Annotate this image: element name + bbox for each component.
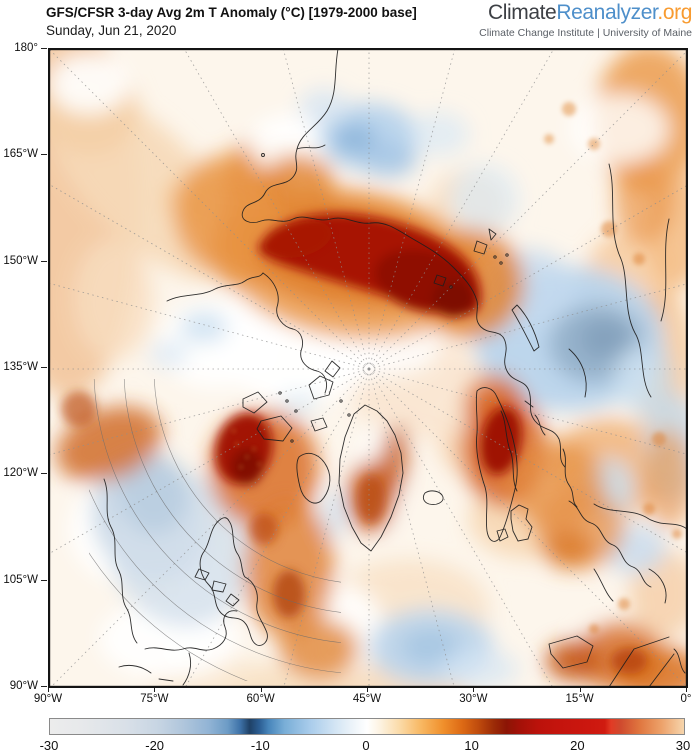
colorbar-tick-label: -30	[39, 738, 59, 753]
anomaly-map	[48, 48, 688, 688]
x-axis-label: 30°W	[459, 693, 488, 705]
x-axis-label: 60°W	[246, 693, 275, 705]
russia-border	[608, 163, 652, 398]
x-axis-label: 75°W	[140, 693, 169, 705]
meridian-line	[368, 368, 455, 687]
map-frame-border	[49, 49, 687, 687]
y-axis-label: 135°W	[3, 361, 38, 373]
x-axis-tick	[686, 688, 687, 692]
anomaly-core-layer	[61, 213, 647, 674]
logo-word-org: .org	[657, 1, 692, 24]
map-date: Sunday, Jun 21, 2020	[46, 23, 177, 38]
alaska-coast	[166, 272, 264, 302]
meridian-line	[368, 368, 687, 554]
x-axis-label: 45°W	[352, 693, 382, 705]
meridian-line	[368, 49, 555, 370]
y-axis-label: 90°W	[9, 680, 38, 692]
colorbar-tick-label: 20	[570, 738, 585, 753]
hudson-bay-coast	[199, 517, 268, 646]
y-axis-tick	[41, 473, 47, 475]
texture-speckle-layer	[232, 102, 682, 634]
meridian-line	[368, 368, 687, 455]
coastline-layer	[103, 49, 687, 687]
x-axis-label: 0°	[680, 693, 692, 705]
meridian-line	[49, 49, 370, 370]
y-axis-tick	[41, 686, 47, 687]
y-axis-tick	[41, 579, 47, 581]
x-axis-tick	[260, 688, 262, 692]
y-axis-tick	[41, 367, 47, 368]
meridian-line	[368, 368, 687, 687]
meridian-line	[368, 368, 554, 687]
x-axis-tick	[48, 688, 49, 692]
x-axis-label: 90°W	[33, 693, 63, 705]
scandinavia-heat-core	[480, 407, 522, 475]
colorbar-tick-label: 0	[362, 738, 370, 753]
iceland-coast	[422, 490, 444, 505]
map-title: GFS/CFSR 3-day Avg 2m T Anomaly (°C) [19…	[46, 5, 417, 20]
site-logo-text[interactable]: ClimateReanalyzer.org	[479, 1, 692, 25]
meridian-line	[368, 49, 456, 370]
anomaly-colorbar	[49, 718, 685, 735]
colorbar-tick-label: 30	[675, 738, 691, 753]
scandinavia-coast	[475, 387, 518, 542]
meridian-line	[282, 49, 370, 370]
y-axis-label: 105°W	[3, 573, 38, 586]
eurasia-arctic-coast	[241, 49, 566, 468]
bottom-axis-labels: 90°W 75°W 60°W 45°W 30°W 15°W 0°	[34, 688, 692, 708]
graticule-meridians	[49, 49, 687, 687]
y-axis-label: 150°W	[3, 254, 38, 267]
colorbar-tick-label: -10	[250, 738, 270, 753]
y-axis-tick	[41, 260, 47, 262]
meridian-line	[368, 283, 687, 370]
novaya-zemlya-coast	[511, 304, 540, 352]
y-axis-tick	[41, 154, 47, 156]
iberia-coast	[548, 635, 594, 669]
meridian-line	[49, 183, 370, 370]
x-axis-tick	[579, 688, 581, 692]
colorbar-tick-label: 10	[464, 738, 479, 753]
meridian-line	[184, 368, 370, 687]
colorbar-tick-label: -20	[145, 738, 165, 753]
logo-word-reanalyzer: Reanalyzer	[556, 1, 658, 24]
y-axis-label: 165°W	[3, 148, 38, 161]
us-west-coast	[103, 478, 138, 644]
meridian-line	[283, 368, 370, 687]
meridian-line	[49, 368, 370, 456]
x-axis-tick	[154, 688, 156, 692]
greenland-coast	[338, 404, 404, 552]
y-axis-label: 180°	[14, 42, 38, 54]
logo-word-climate: Climate	[487, 1, 557, 24]
x-axis-label: 15°W	[565, 693, 594, 705]
meridian-line	[183, 49, 370, 370]
colorbar-tick-labels: -30 -20 -10 0 10 20 30	[40, 738, 691, 754]
y-axis-tick	[41, 48, 47, 49]
anomaly-map-canvas	[49, 49, 687, 687]
britain-coast	[510, 504, 533, 542]
x-axis-tick	[473, 688, 475, 692]
baffin-island-coast	[296, 453, 331, 504]
y-axis-label: 120°W	[3, 467, 38, 480]
meridian-line	[49, 368, 370, 555]
meridian-line	[49, 282, 370, 370]
site-logo[interactable]: ClimateReanalyzer.org Climate Change Ins…	[479, 1, 692, 39]
meridian-line	[368, 184, 687, 370]
meridian-line	[368, 50, 687, 370]
x-axis-tick	[367, 688, 368, 692]
site-tagline: Climate Change Institute | University of…	[479, 27, 692, 39]
left-axis-labels: 180° 165°W 150°W 135°W 120°W 105°W 90°W	[0, 42, 48, 692]
us-gulf-coast	[144, 610, 238, 651]
